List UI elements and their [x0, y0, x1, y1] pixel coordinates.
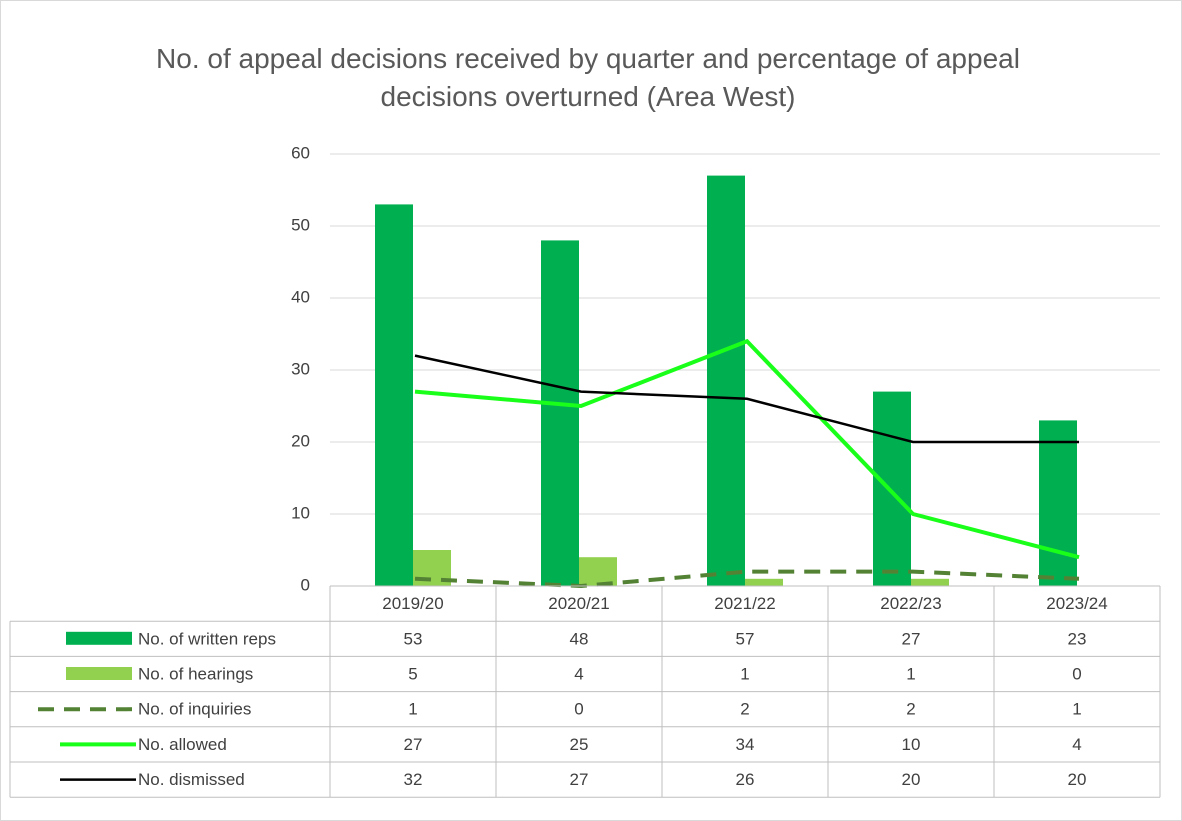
table-value: 27: [902, 629, 921, 648]
table-value: 1: [740, 664, 749, 683]
bar: [745, 578, 783, 586]
y-tick-label: 20: [291, 431, 310, 450]
bar: [1039, 420, 1077, 586]
y-tick-label: 30: [291, 359, 310, 378]
table-value: 2: [906, 700, 915, 719]
bar: [911, 578, 949, 586]
table-value: 53: [404, 629, 423, 648]
table-value: 0: [574, 700, 583, 719]
bar: [375, 204, 413, 586]
y-tick-label: 50: [291, 215, 310, 234]
table-value: 48: [570, 629, 589, 648]
bar: [579, 557, 617, 586]
bar: [707, 175, 745, 586]
y-tick-label: 0: [301, 575, 310, 594]
legend-label: No. dismissed: [138, 770, 245, 789]
legend-label: No. allowed: [138, 735, 227, 754]
x-tick-label: 2021/22: [714, 594, 775, 613]
table-value: 5: [408, 664, 417, 683]
x-tick-label: 2022/23: [880, 594, 941, 613]
table-value: 20: [902, 770, 921, 789]
legend-label: No. of written reps: [138, 629, 276, 648]
legend-key: [66, 631, 132, 645]
table-value: 1: [408, 700, 417, 719]
table-value: 32: [404, 770, 423, 789]
y-tick-label: 10: [291, 503, 310, 522]
chart-title: No. of appeal decisions received by quar…: [156, 43, 1020, 112]
table-value: 4: [574, 664, 583, 683]
y-tick-label: 40: [291, 287, 310, 306]
table-value: 26: [736, 770, 755, 789]
line: [414, 569, 1080, 589]
table-value: 57: [736, 629, 755, 648]
bar: [541, 240, 579, 586]
table-value: 34: [736, 735, 755, 754]
legend-key: [66, 667, 132, 680]
line: [414, 354, 1079, 444]
legend-label: No. of inquiries: [138, 700, 251, 719]
table-value: 25: [570, 735, 589, 754]
table-value: 23: [1068, 629, 1087, 648]
table-value: 27: [404, 735, 423, 754]
x-tick-label: 2019/20: [382, 594, 443, 613]
bar: [873, 391, 911, 586]
table-value: 20: [1068, 770, 1087, 789]
table-value: 2: [740, 700, 749, 719]
table-value: 10: [902, 735, 921, 754]
x-tick-label: 2023/24: [1046, 594, 1107, 613]
table-value: 27: [570, 770, 589, 789]
x-tick-label: 2020/21: [548, 594, 609, 613]
y-tick-label: 60: [291, 143, 310, 162]
table-value: 1: [1072, 700, 1081, 719]
table-value: 1: [906, 664, 915, 683]
legend-label: No. of hearings: [138, 664, 253, 683]
line: [414, 338, 1080, 560]
table-value: 0: [1072, 664, 1081, 683]
table-value: 4: [1072, 735, 1081, 754]
